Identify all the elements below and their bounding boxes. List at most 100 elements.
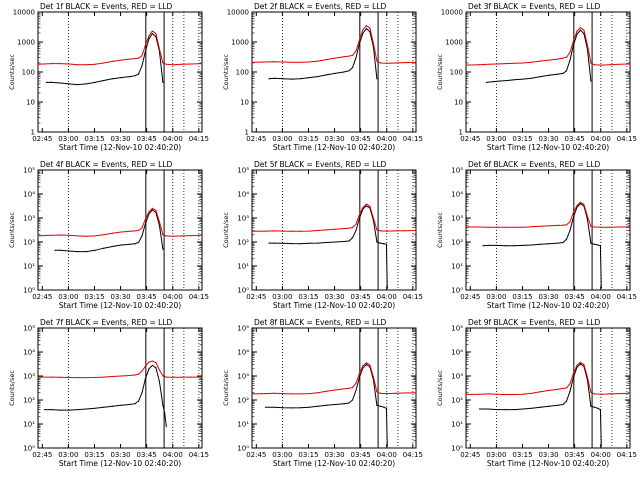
series-black-point [593,243,595,245]
series-red-point [85,64,87,66]
series-red-point [273,230,275,232]
y-tick-label: 10¹ [237,421,249,429]
series-black-point [94,407,96,409]
series-red-line [251,362,417,395]
x-tick-label: 03:00 [58,451,78,459]
series-black-point [351,237,354,239]
series-red-line [37,30,203,66]
plot-frame [251,11,417,133]
series-black-point [158,380,160,382]
series-black-point [376,404,378,406]
series-black-point [348,70,350,72]
series-black-point [343,240,345,243]
series-red-point [355,382,357,384]
series-red-point [190,376,192,378]
x-tick-label: 03:30 [110,293,130,301]
plot-frame [251,169,417,291]
series-red-point [572,372,575,374]
y-tick-label: 10⁴ [23,349,35,357]
series-red-point [487,226,489,228]
series-red-point [565,387,568,389]
series-red-point [129,58,131,60]
series-red-point [548,225,550,227]
x-tick-label: 03:45 [137,135,157,143]
y-tick-label: 10000 [13,9,35,17]
series-red-point [77,235,79,237]
series-black-point [362,367,364,369]
series-black-line [486,29,592,83]
series-black-point [599,245,602,247]
series-red-point [362,365,364,367]
series-red-point [395,62,397,64]
series-red-point [181,235,183,237]
series-red-point [415,61,417,63]
series-red-point [562,57,564,59]
series-red-point [201,63,203,65]
series-red-point [155,209,157,211]
series-red-point [565,56,568,58]
series-red-point [376,391,378,393]
series-red-point [369,364,371,366]
series-red-point [144,218,147,220]
series-red-point [325,59,327,61]
chart-title: Det 8f BLACK = Events, RED = LLD [254,318,387,327]
x-axis-label: Start Time (12-Nov-10 02:40:20) [273,143,395,152]
x-tick-label: 04:15 [189,451,209,459]
series-black-point [593,406,595,408]
series-red-point [579,27,582,29]
series-black-point [358,217,361,219]
series-black-point [141,65,143,67]
series-black-point [557,242,559,244]
series-red-point [111,60,113,63]
series-red-point [317,60,319,62]
x-tick-label: 03:00 [58,135,78,143]
y-tick-label: 10¹ [237,263,249,271]
series-black-point [569,59,571,61]
series-red-point [548,389,550,391]
series-red-point [165,63,167,65]
series-black-point [531,244,533,246]
y-tick-label: 1 [245,129,249,137]
x-tick-label: 03:15 [298,293,318,301]
series-red-point [111,375,113,378]
series-black-point [348,240,350,242]
series-black-point [334,403,336,406]
series-black-point [505,245,507,247]
series-black-point [129,76,131,78]
series-black-point [479,408,481,410]
plot-frame [465,327,631,449]
series-red-point [158,48,160,50]
chart-title: Det 9f BLACK = Events, RED = LLD [468,318,601,327]
series-red-point [343,388,345,390]
series-red-point [155,33,157,35]
x-tick-label: 03:00 [272,293,292,301]
series-red-point [37,63,39,65]
series-red-point [348,55,350,57]
series-black-point [162,404,164,406]
x-tick-label: 04:15 [617,293,637,301]
series-red-point [415,229,417,232]
series-red-point [629,392,631,394]
series-black-point [144,50,147,52]
series-black-point [151,209,153,211]
series-red-point [569,383,571,385]
series-red-line [465,27,631,66]
series-black-point [299,407,301,409]
series-red-point [372,376,374,378]
y-tick-label: 10² [237,397,249,405]
series-red-point [77,377,79,379]
series-black-point [291,407,293,409]
series-black-point [548,243,550,245]
series-red-point [120,231,122,233]
series-red-point [144,44,147,46]
series-red-point [265,61,267,63]
y-tick-label: 100 [236,69,249,77]
series-black-point [165,425,167,427]
series-black-point [355,57,357,59]
x-tick-label: 03:30 [538,451,558,459]
plot-frame [37,11,203,133]
series-red-point [51,234,53,236]
series-red-point [343,56,345,58]
series-red-point [151,30,153,32]
series-black-point [485,81,488,83]
